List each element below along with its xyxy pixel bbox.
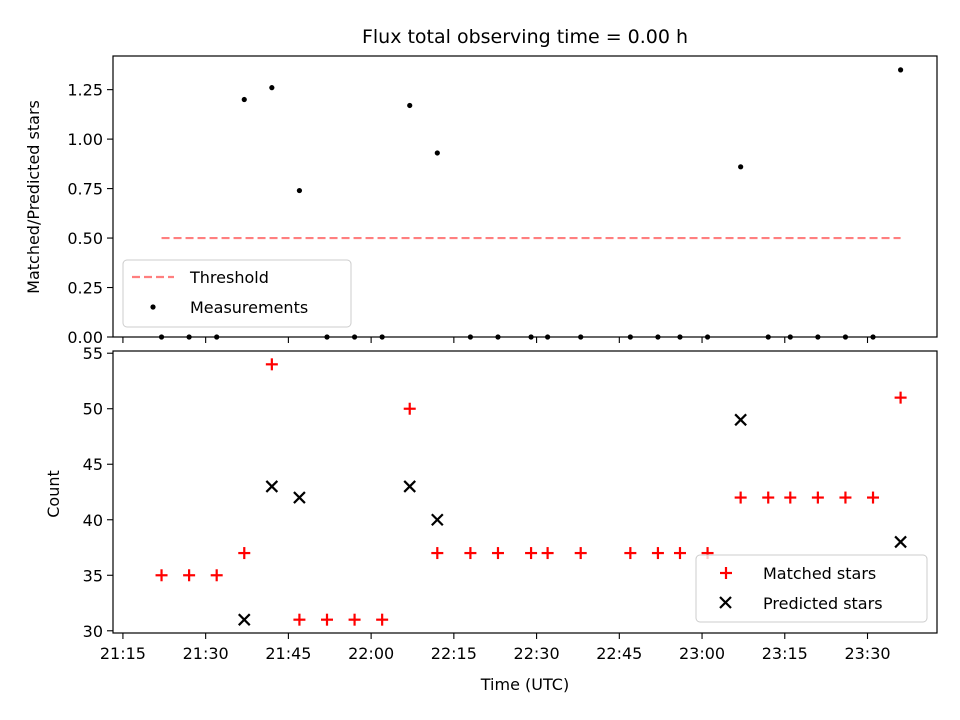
top-legend: Threshold Measurements [122,259,352,328]
top-y-tick-label: 1.25 [67,81,103,100]
matched-star-point [651,547,664,560]
x-tick-label: 23:00 [679,644,725,663]
legend-predicted-swatch [719,596,732,609]
legend-measurements-swatch [150,304,156,310]
measurement-point [434,150,440,156]
x-tick-label: 21:45 [265,644,311,663]
bottom-plot-area [155,358,907,626]
matched-star-point [491,547,504,560]
matched-star-point [183,569,196,582]
matched-star-point [541,547,554,560]
predicted-star-point [403,480,417,493]
count-panel: Count Time (UTC) 30 35 40 45 50 55 21:15 21:30… [44,344,938,694]
top-y-ticks: 0.00 0.25 0.50 0.75 1.00 1.25 [67,81,113,347]
matched-star-point [155,569,168,582]
matched-star-point [464,547,477,560]
x-tick-label: 22:45 [596,644,642,663]
legend-threshold-label: Threshold [189,268,269,287]
measurement-point [296,187,303,194]
measurement-point [738,164,744,170]
bottom-legend-box [695,554,928,623]
legend-matched-label: Matched stars [763,564,876,583]
matched-star-point [525,547,538,560]
x-tick-label: 22:00 [348,644,394,663]
top-y-tick-label: 0.00 [67,328,103,347]
bottom-x-ticks: 21:15 21:30 21:45 22:00 22:15 22:30 22:45 23:00… [100,633,891,663]
matched-star-point [403,402,416,415]
measurement-point [407,102,413,109]
x-tick-label: 21:15 [100,644,146,663]
matched-star-point [348,613,361,626]
predicted-star-point [237,613,251,626]
top-legend-box [122,259,352,328]
matched-star-point [867,491,880,504]
matched-star-point [762,491,775,504]
matched-star-point [734,491,747,504]
bottom-y-tick-label: 35 [83,566,103,585]
matched-star-point [293,613,306,626]
bottom-y-tick-label: 40 [83,511,103,530]
bottom-y-tick-label: 30 [83,622,103,641]
top-y-tick-label: 1.00 [67,130,103,149]
matched-star-point [894,391,907,404]
matched-star-point [839,491,852,504]
bottom-y-tick-label: 45 [83,455,103,474]
matched-star-point [376,613,389,626]
x-axis-label: Time (UTC) [480,675,569,694]
predicted-star-point [734,413,747,427]
ratio-panel: Flux total observing time = 0.00 h Match… [24,26,938,347]
measurement-point [269,85,275,91]
bottom-y-axis-label: Count [44,470,63,518]
legend-predicted-label: Predicted stars [763,594,883,613]
measurement-point [897,67,904,73]
legend-matched-swatch [720,567,732,579]
bottom-legend: Matched stars Predicted stars [695,554,928,623]
top-y-axis-label: Matched/Predicted stars [24,100,43,294]
matched-star-point [431,547,444,560]
bottom-y-tick-label: 50 [83,400,103,419]
matched-star-point [210,569,223,582]
matched-star-point [320,613,333,626]
predicted-star-point [265,480,279,493]
predicted-star-point [293,491,306,504]
matched-star-point [784,491,797,504]
top-x-ticks [122,337,869,343]
x-tick-label: 23:15 [762,644,808,663]
predicted-star-point [894,535,907,549]
matched-star-point [238,547,251,560]
top-y-tick-label: 0.75 [67,180,103,199]
matched-star-point [574,547,587,560]
bottom-y-ticks: 30 35 40 45 50 55 [83,344,113,641]
x-tick-label: 22:15 [431,644,477,663]
matched-star-point [624,547,637,560]
x-tick-label: 21:30 [183,644,229,663]
measurement-point [241,96,247,103]
predicted-star-point [431,513,444,527]
matched-star-point [265,358,278,371]
chart-title: Flux total observing time = 0.00 h [362,26,688,48]
x-tick-label: 23:30 [844,644,890,663]
legend-measurements-label: Measurements [190,298,308,317]
bottom-axes-frame [112,350,938,634]
top-y-tick-label: 0.50 [67,229,103,248]
matched-star-point [673,547,686,560]
top-y-tick-label: 0.25 [67,279,103,298]
bottom-y-tick-label: 55 [83,344,103,363]
top-axes-frame [112,55,938,338]
matched-star-point [811,491,824,504]
x-tick-label: 22:30 [514,644,560,663]
